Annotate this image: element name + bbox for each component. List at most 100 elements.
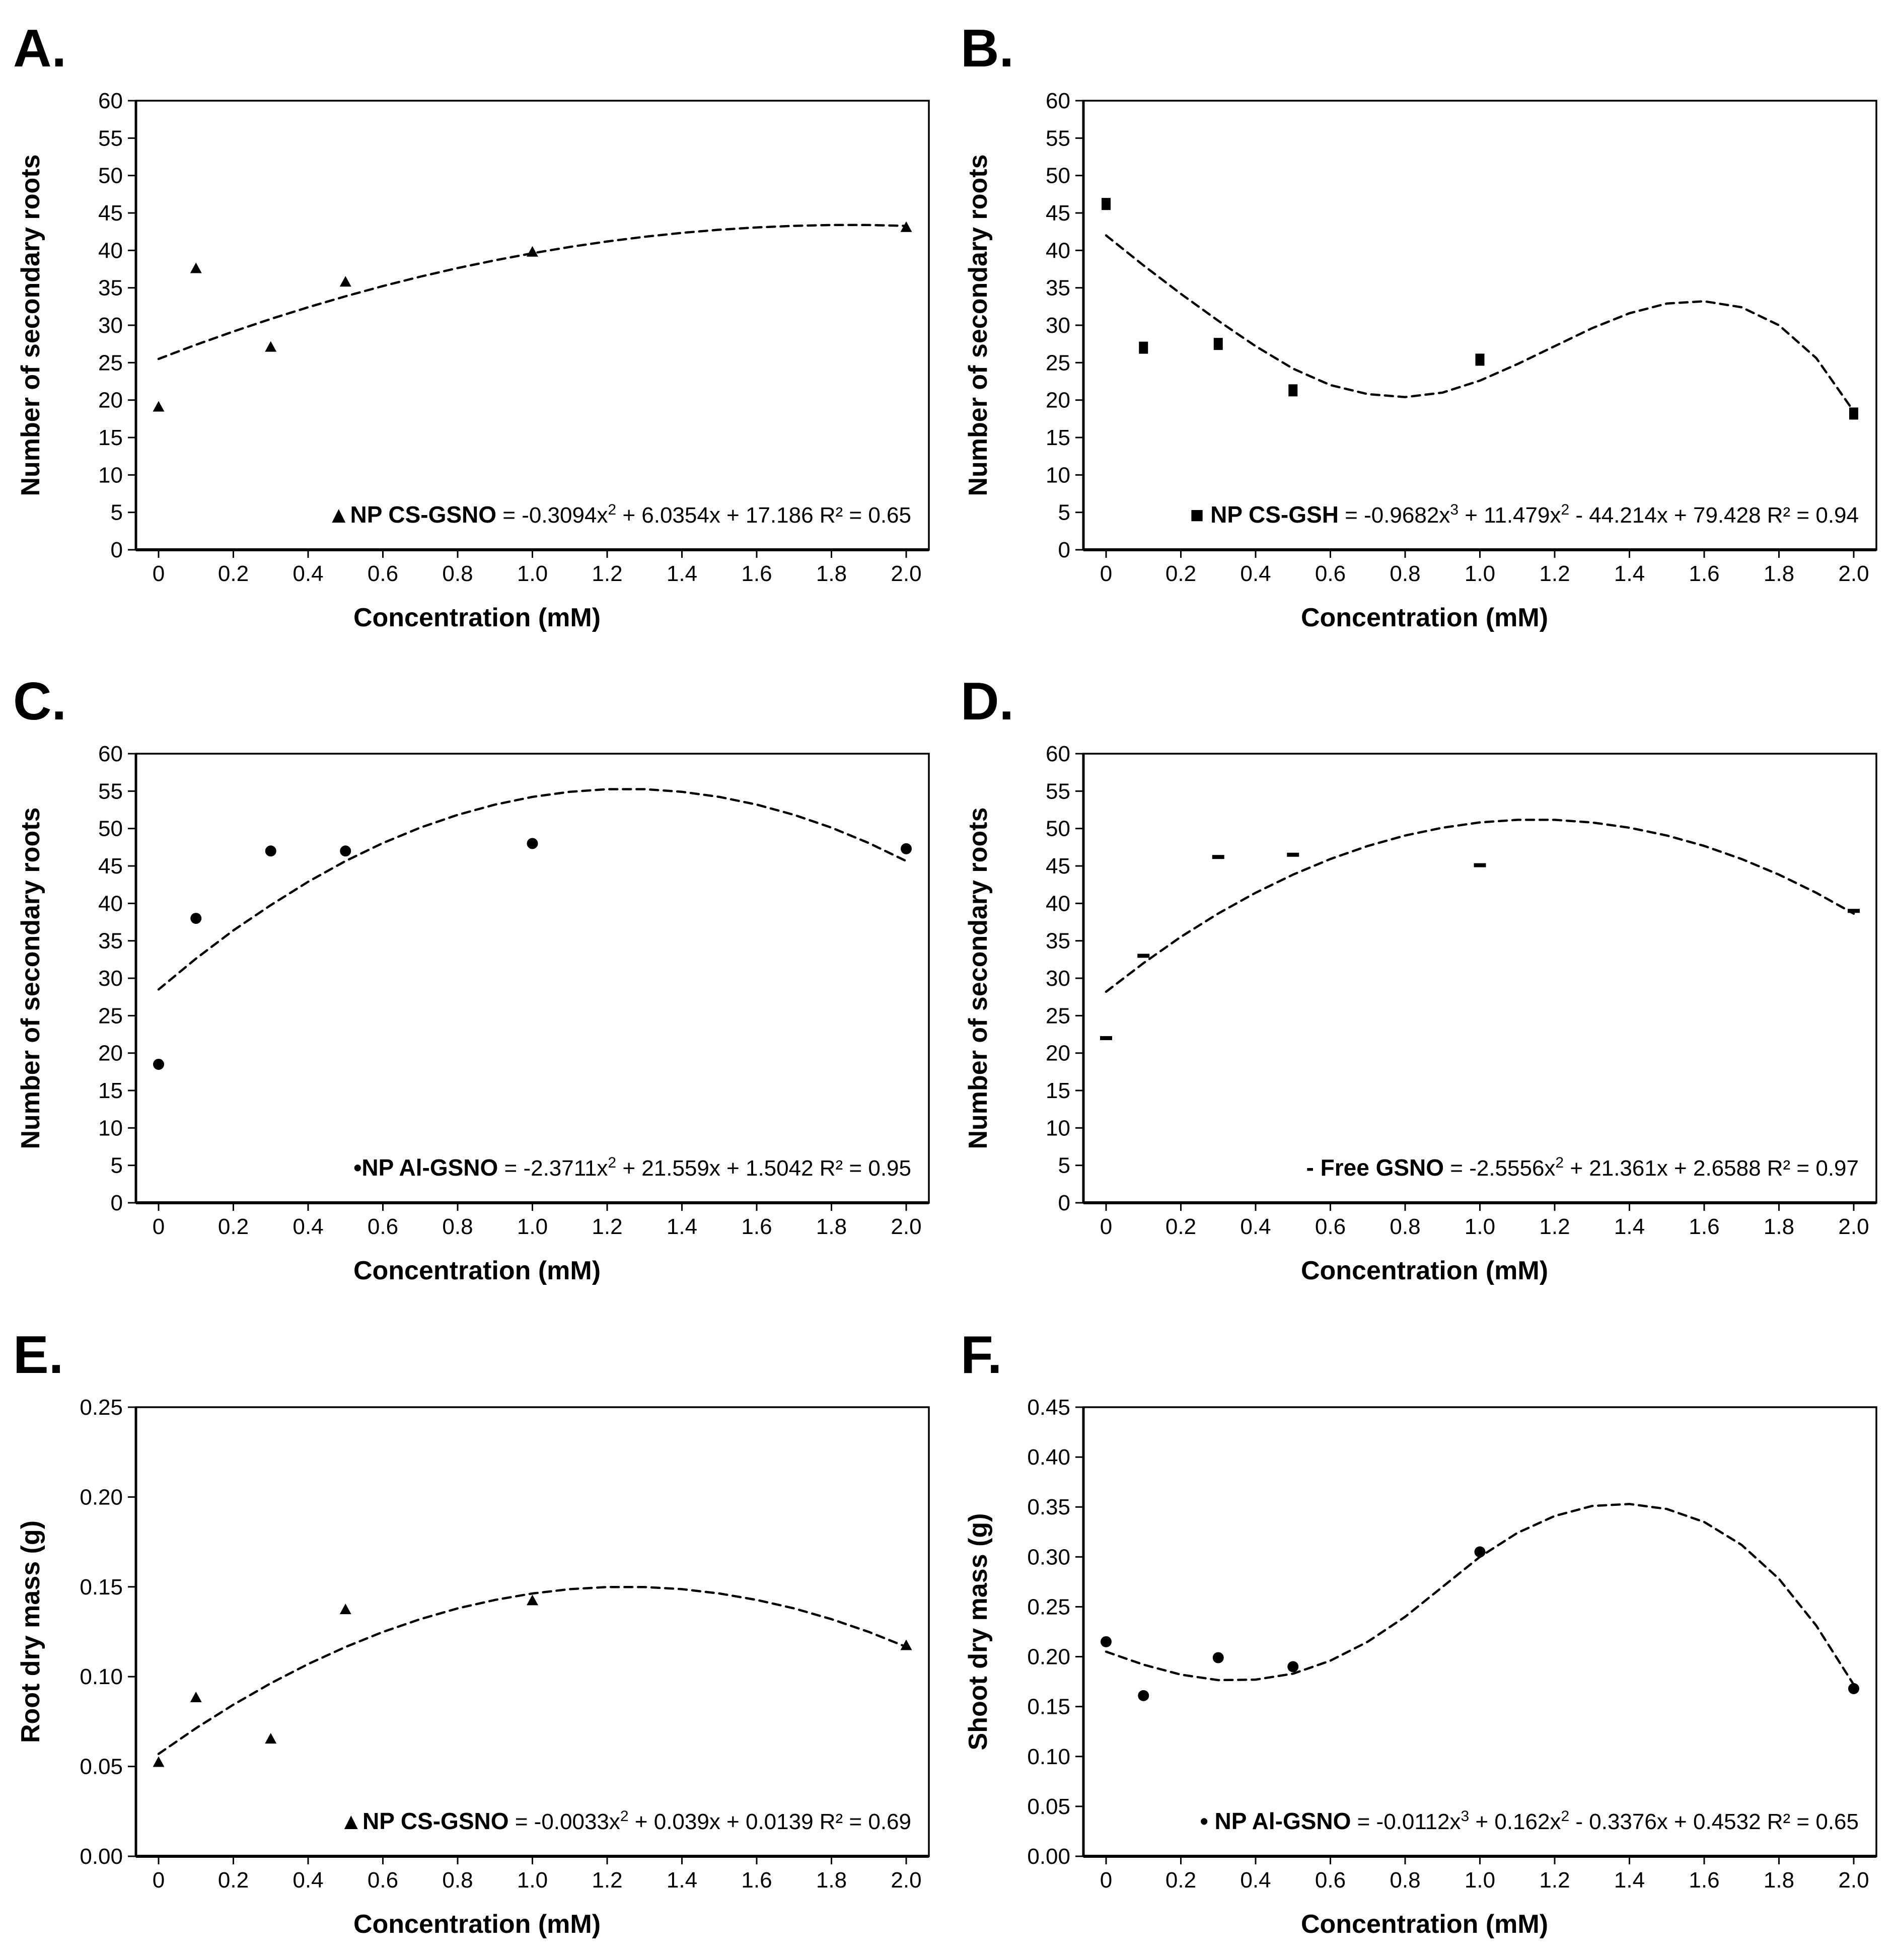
legend: - Free GSNO = -2.5556x2 + 21.361x + 2.65… xyxy=(1306,1154,1859,1181)
x-axis-tick-label: 1.8 xyxy=(816,561,847,586)
x-axis-tick-label: 1.6 xyxy=(1689,1868,1719,1893)
y-axis-tick-label: 5 xyxy=(111,1153,123,1178)
panel-D: D. 0 5 10 15 20 25 30 35 40 45 50 55 60 0 0.2 0.4 0.6 0.8 1… xyxy=(948,653,1895,1306)
legend-eq-text: + 21.361x + 2.6588 R² = 0.97 xyxy=(1564,1156,1859,1181)
x-axis-tick-label: 1.4 xyxy=(1614,1868,1645,1893)
x-axis-tick-label: 0.2 xyxy=(1165,1868,1196,1893)
data-point xyxy=(153,401,165,412)
panel-letter: C. xyxy=(13,672,66,731)
x-axis-tick-label: 2.0 xyxy=(1838,1214,1869,1239)
y-axis-tick-label: 25 xyxy=(98,1003,123,1028)
x-axis-tick-label: 0.2 xyxy=(1165,561,1196,586)
legend-series-label: •NP Al-GSNO xyxy=(353,1154,498,1181)
y-axis-tick-label: 0.10 xyxy=(80,1664,123,1689)
legend: ▲NP CS-GSNO = -0.3094x2 + 6.0354x + 17.1… xyxy=(327,501,911,528)
y-axis-tick-label: 20 xyxy=(1046,388,1070,413)
x-axis-tick-label: 1.8 xyxy=(1764,561,1794,586)
trend-line xyxy=(157,224,908,360)
data-point xyxy=(1138,1690,1149,1701)
data-point xyxy=(1101,1636,1112,1647)
y-axis-tick-label: 35 xyxy=(98,276,123,301)
y-axis-tick-label: 0 xyxy=(1058,1191,1070,1215)
x-axis-tick-label: 0.4 xyxy=(1240,1214,1271,1239)
x-axis-tick-label: 1.2 xyxy=(1539,561,1570,586)
y-axis-tick-label: 0.00 xyxy=(80,1844,123,1869)
x-axis-title: Concentration (mM) xyxy=(1301,603,1548,632)
y-axis-tick-label: 50 xyxy=(1046,164,1070,188)
x-axis-tick-label: 0.4 xyxy=(1240,561,1271,586)
y-axis-tick-label: 0.45 xyxy=(1027,1395,1070,1420)
y-axis-title: Root dry mass (g) xyxy=(16,1520,45,1743)
y-axis-tick-label: 35 xyxy=(98,929,123,954)
y-axis-tick-label: 20 xyxy=(1046,1041,1070,1066)
data-point xyxy=(1139,341,1148,354)
trend-line xyxy=(1105,819,1855,993)
y-axis-tick-label: 10 xyxy=(98,1116,123,1140)
data-point xyxy=(1475,353,1485,366)
data-point xyxy=(1137,954,1150,958)
y-axis-tick-label: 55 xyxy=(98,126,123,151)
data-point xyxy=(1848,1683,1859,1694)
x-axis-tick-label: 0 xyxy=(1100,561,1112,586)
y-axis-tick-label: 0.25 xyxy=(80,1395,123,1420)
x-axis-tick-label: 0.8 xyxy=(1390,561,1420,586)
legend-eq-superscript: 2 xyxy=(608,1154,616,1171)
legend-eq-superscript: 2 xyxy=(620,1808,629,1825)
y-axis-tick-label: 15 xyxy=(98,1078,123,1103)
data-point xyxy=(1102,198,1111,210)
legend: ■ NP CS-GSH = -0.9682x3 + 11.479x2 - 44.… xyxy=(1190,501,1859,528)
y-axis-tick-label: 55 xyxy=(1046,779,1070,804)
data-point xyxy=(527,246,538,257)
y-axis-tick-label: 0.25 xyxy=(1027,1594,1070,1619)
x-axis-tick-label: 1.0 xyxy=(1465,1868,1495,1893)
chart-A: A. 0 5 10 15 20 25 30 35 40 45 50 55 60 0 0.2 0.4 0.6 0.8 1… xyxy=(13,19,930,632)
x-axis-tick-label: 1.2 xyxy=(1539,1868,1570,1893)
legend-eq-superscript: 2 xyxy=(1561,1808,1569,1825)
data-point xyxy=(900,221,912,232)
plot-border xyxy=(1082,1406,1877,1857)
y-axis-tick-label: 20 xyxy=(98,1041,123,1066)
panel-F: F. 0.00 0.05 0.10 0.15 0.20 0.25 0.30 0.35 0.40 0.… xyxy=(948,1306,1895,1960)
x-axis-tick-label: 1.4 xyxy=(1614,1214,1645,1239)
legend: • NP Al-GSNO = -0.0112x3 + 0.162x2 - 0.3… xyxy=(1200,1808,1859,1834)
x-axis-tick-label: 0 xyxy=(1100,1214,1112,1239)
x-axis-tick-label: 1.2 xyxy=(592,1868,622,1893)
x-axis-title: Concentration (mM) xyxy=(1301,1256,1548,1285)
y-axis-tick-label: 40 xyxy=(1046,238,1070,263)
data-point xyxy=(527,838,538,849)
x-axis-tick-label: 1.2 xyxy=(592,561,622,586)
panel-B: B. 0 5 10 15 20 25 30 35 40 45 50 55 60 0 0.2 0.4 0.6 0.8 1… xyxy=(948,0,1895,653)
x-axis-tick-label: 1.6 xyxy=(1689,561,1719,586)
y-axis-tick-label: 30 xyxy=(98,966,123,991)
data-point xyxy=(265,845,276,857)
data-point xyxy=(1212,1652,1224,1663)
x-axis-tick-label: 0.8 xyxy=(442,561,473,586)
data-point xyxy=(1212,855,1224,859)
y-axis-tick-label: 50 xyxy=(1046,817,1070,841)
legend: ▲NP CS-GSNO = -0.0033x2 + 0.039x + 0.013… xyxy=(339,1808,911,1834)
data-point xyxy=(339,1604,351,1615)
panel-letter: E. xyxy=(13,1325,63,1385)
x-axis-tick-label: 2.0 xyxy=(891,1214,921,1239)
x-axis-tick-label: 0.8 xyxy=(442,1214,473,1239)
y-axis-tick-label: 60 xyxy=(98,742,123,766)
x-axis-tick-label: 2.0 xyxy=(891,561,921,586)
y-axis-tick-label: 15 xyxy=(1046,1078,1070,1103)
y-axis-tick-label: 45 xyxy=(1046,201,1070,226)
data-point xyxy=(1848,909,1860,913)
x-axis-tick-label: 0 xyxy=(1100,1868,1112,1893)
y-axis-tick-label: 0.10 xyxy=(1027,1745,1070,1769)
trend-line xyxy=(157,788,908,991)
data-point xyxy=(153,1058,164,1070)
y-axis-tick-label: 40 xyxy=(98,891,123,916)
legend-eq-text: - 44.214x + 79.428 R² = 0.94 xyxy=(1569,503,1859,528)
legend-eq-text: = -0.3094x xyxy=(496,503,608,528)
legend-series-label: • NP Al-GSNO xyxy=(1200,1808,1351,1834)
y-axis-title: Number of secondary roots xyxy=(16,807,45,1149)
x-axis-tick-label: 1.6 xyxy=(1689,1214,1719,1239)
legend-eq-text: = -2.3711x xyxy=(498,1156,608,1181)
data-point xyxy=(1213,338,1223,350)
x-axis-title: Concentration (mM) xyxy=(353,1910,601,1939)
y-axis-tick-label: 40 xyxy=(1046,891,1070,916)
